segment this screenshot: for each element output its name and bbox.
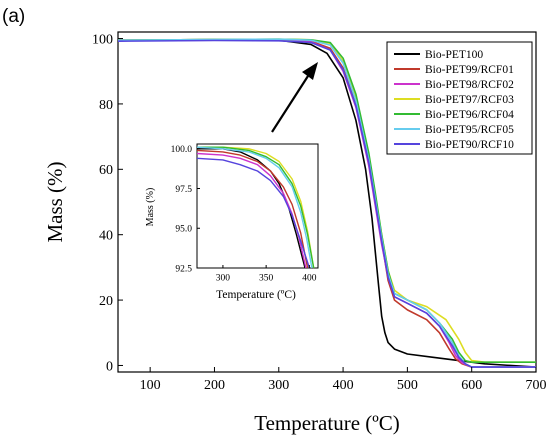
main-series-bio-pet100 (117, 38, 537, 368)
legend-label-bio-pet97-rcf03: Bio-PET97/RCF03 (425, 94, 514, 106)
legend-label-bio-pet99-rcf01: Bio-PET99/RCF01 (425, 64, 514, 76)
main-x-tick-label: 500 (397, 378, 418, 393)
inset-series-bio-pet99-rcf01 (196, 149, 309, 269)
main-plot: 100 200 300 400 500 600 700 0 20 40 60 80 100 Tempe… (43, 31, 547, 435)
inset-x-tick-label: 400 (302, 274, 317, 284)
main-x-tick-label: 600 (461, 378, 482, 393)
main-y-tick-label: 0 (106, 359, 113, 374)
inset-y-ticks: 92.5 95.0 97.5 100.0 (171, 145, 200, 274)
callout-arrow (271, 62, 318, 133)
legend: Bio-PET100 Bio-PET99/RCF01 Bio-PET98/RCF02… (386, 41, 533, 155)
main-x-tick-label: 300 (268, 378, 289, 393)
main-x-tick-label: 100 (140, 378, 161, 393)
main-y-tick-label: 60 (99, 163, 113, 178)
main-series-group (117, 38, 537, 368)
panel-label: (a) (2, 6, 25, 27)
inset-x-tick-label: 350 (259, 274, 274, 284)
inset-y-axis-label: Mass (%) (145, 188, 156, 227)
legend-label-bio-pet98-rcf02: Bio-PET98/RCF02 (425, 79, 514, 91)
main-plot-frame (117, 31, 537, 373)
main-y-tick-label: 20 (99, 294, 113, 309)
inset-plot: 300 350 400 92.5 95.0 97.5 100.0 Temperature … (145, 143, 319, 301)
main-x-tick-label: 700 (526, 378, 547, 393)
main-y-axis-label: Mass (%) (43, 161, 67, 242)
main-x-ticks: 100 200 300 400 500 600 700 (140, 367, 547, 393)
arrow-head (302, 62, 318, 80)
inset-x-ticks: 300 350 400 (216, 265, 317, 284)
inset-series-bio-pet95-rcf05 (196, 146, 313, 269)
main-x-tick-label: 400 (333, 378, 354, 393)
main-series-bio-pet90-rcf10 (117, 39, 536, 368)
legend-label-bio-pet95-rcf05: Bio-PET95/RCF05 (425, 124, 514, 136)
inset-y-tick-label: 95.0 (175, 225, 192, 235)
inset-y-tick-label: 97.5 (175, 185, 192, 195)
inset-series-bio-pet96-rcf04 (197, 146, 315, 269)
inset-x-tick-label: 300 (216, 274, 231, 284)
inset-plot-frame (196, 143, 319, 269)
main-y-tick-label: 100 (92, 32, 113, 47)
main-y-tick-label: 80 (99, 98, 113, 113)
main-x-tick-label: 200 (204, 378, 225, 393)
inset-y-tick-label: 92.5 (175, 264, 192, 274)
main-y-ticks: 0 20 40 60 80 100 (92, 32, 123, 374)
legend-label-bio-pet90-rcf10: Bio-PET90/RCF10 (425, 139, 514, 151)
inset-series-bio-pet90-rcf10 (196, 157, 311, 269)
legend-items: Bio-PET100 Bio-PET99/RCF01 Bio-PET98/RCF02… (394, 49, 514, 151)
inset-series-group (196, 146, 315, 269)
main-y-tick-label: 40 (99, 229, 113, 244)
inset-x-axis-label: Temperature (ºC) (216, 289, 296, 301)
legend-label-bio-pet96-rcf04: Bio-PET96/RCF04 (425, 109, 514, 121)
main-x-axis-label: Temperature (ºC) (254, 411, 400, 435)
legend-label-bio-pet100: Bio-PET100 (425, 49, 483, 61)
arrow-shaft (271, 75, 309, 133)
inset-y-tick-label: 100.0 (171, 145, 193, 155)
